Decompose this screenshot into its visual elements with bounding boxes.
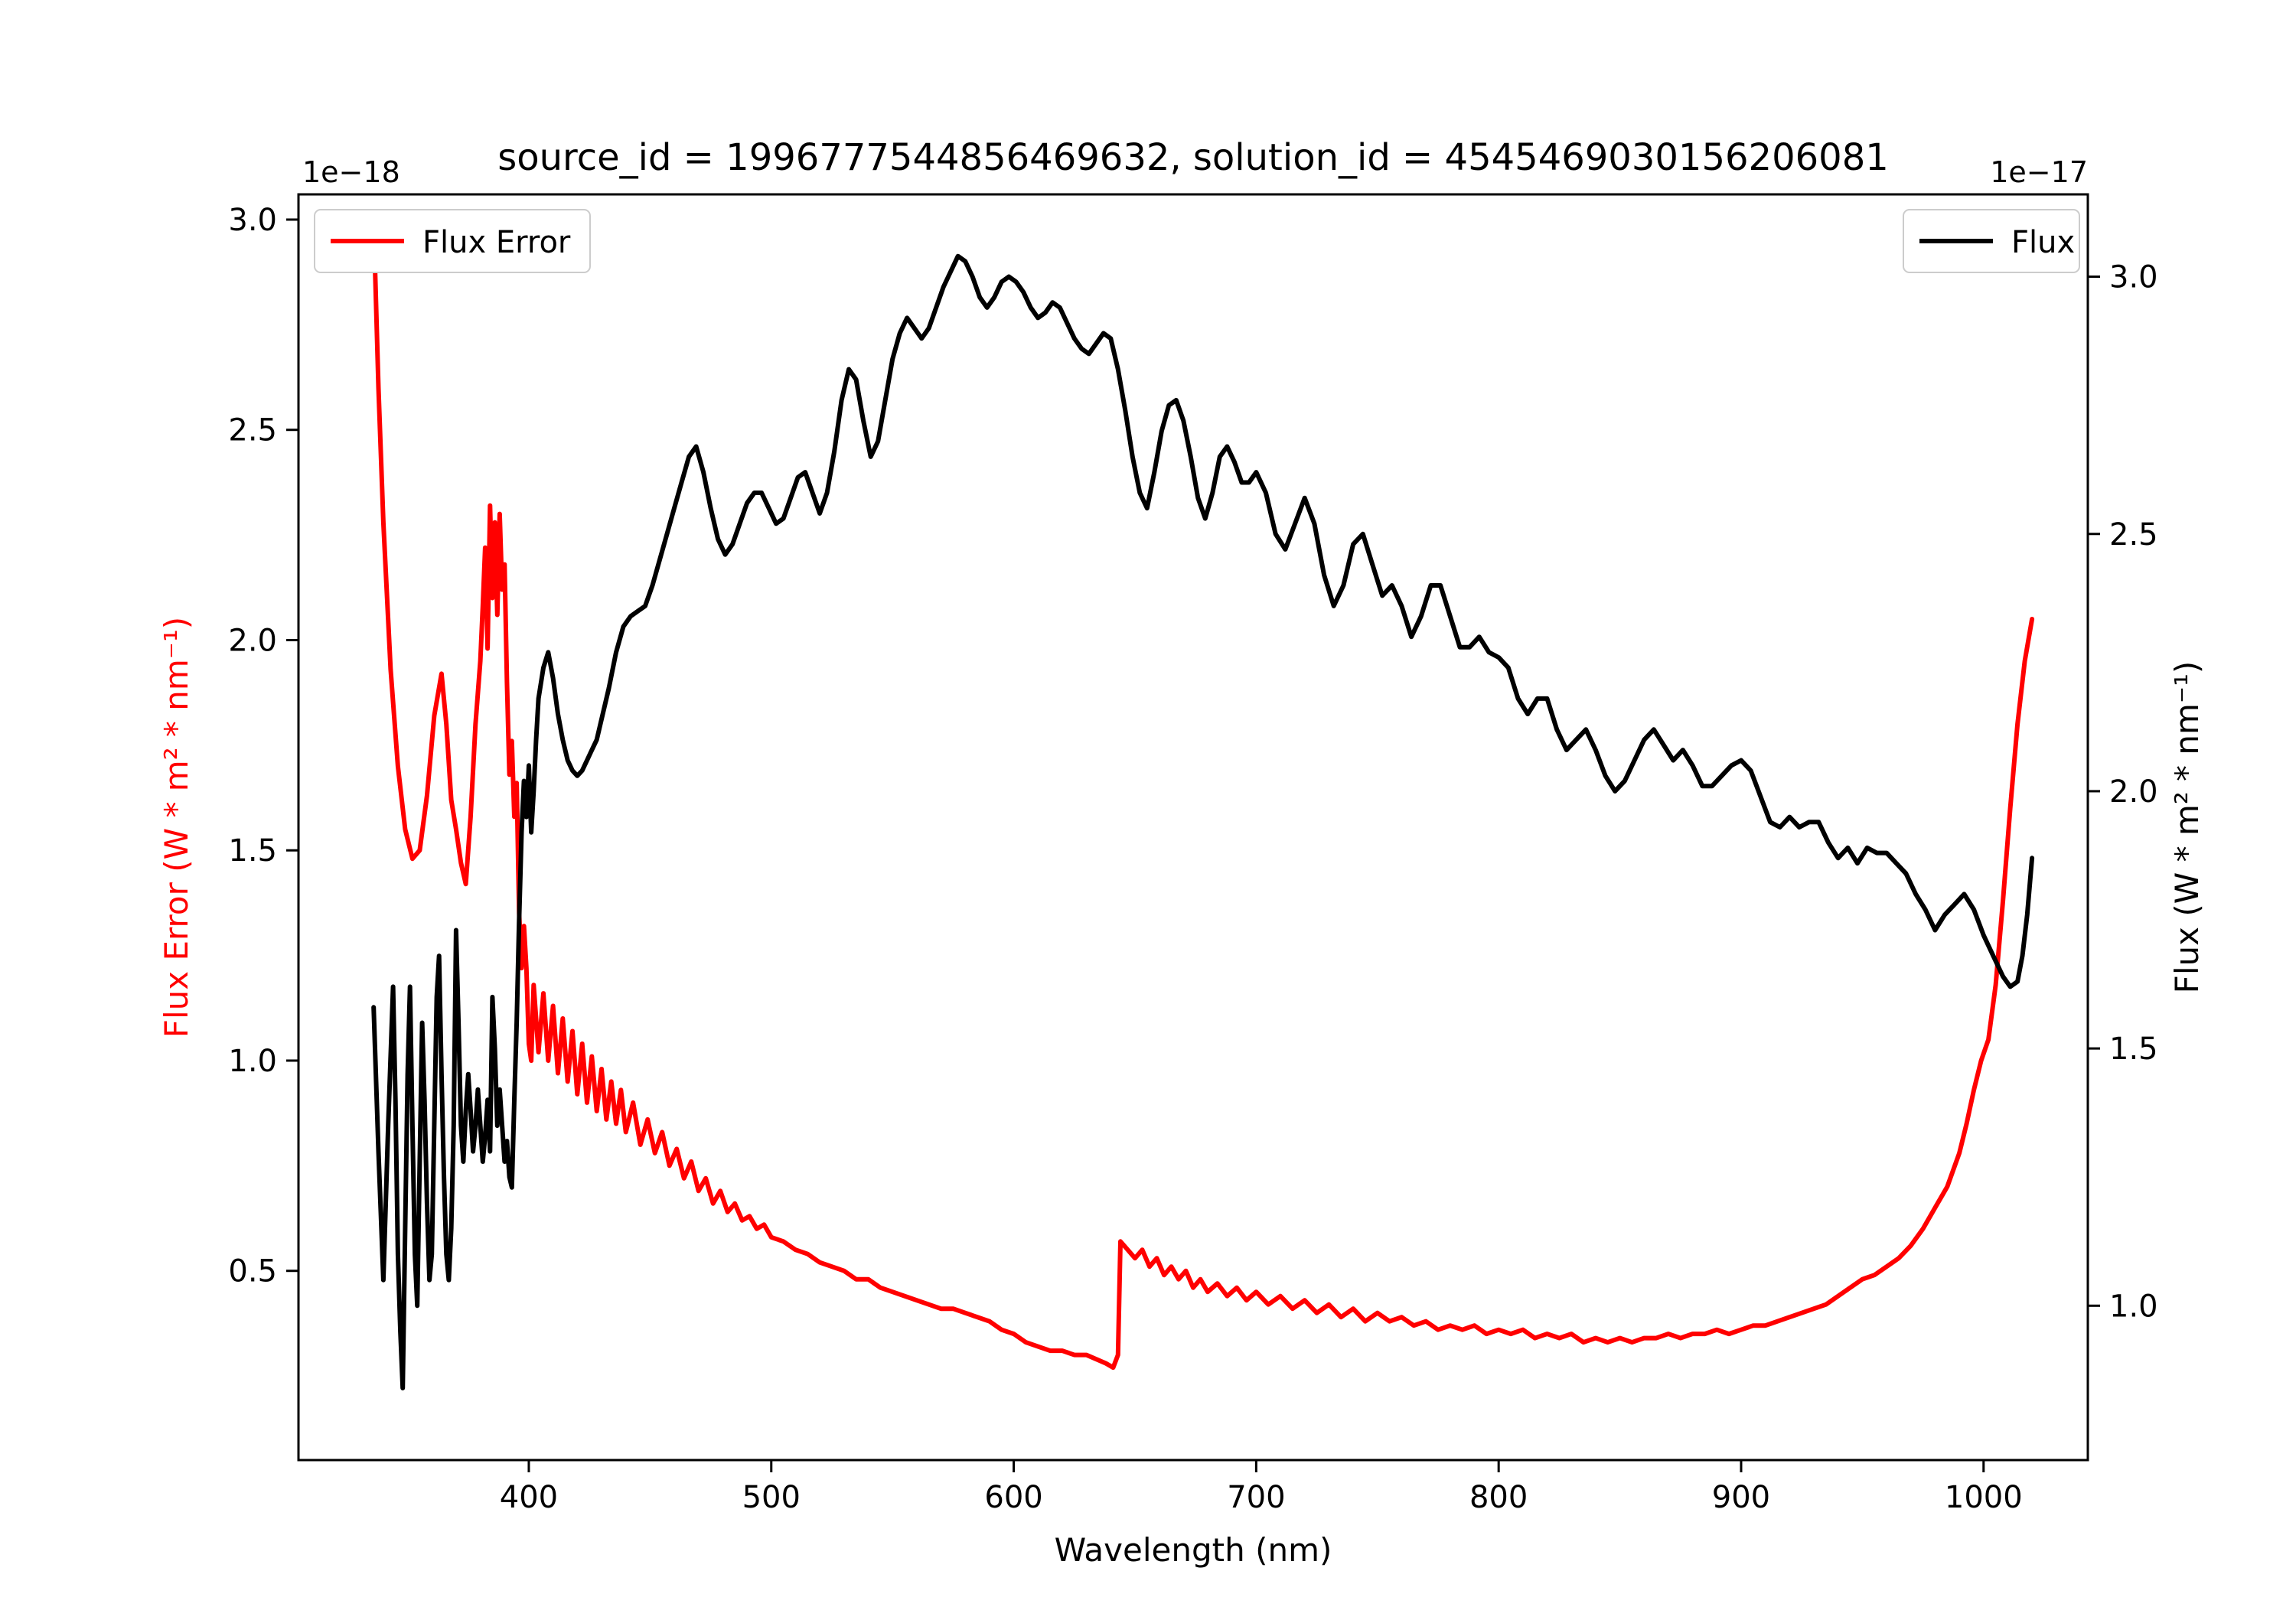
left-y-axis-label: Flux Error (W * m² * nm⁻¹) (158, 617, 195, 1038)
ticks-layer: 400 500 600 700 800 900 1000 0.5 1.0 1.5 2.0 2.5 3.0… (228, 203, 2157, 1515)
right-y-axis-label: Flux (W * m² * nm⁻¹) (2168, 661, 2206, 994)
plot-title: source_id = 1996777544856469632, solutio… (497, 136, 1889, 179)
right-y-tick-label: 1.0 (2109, 1289, 2158, 1324)
plot-area (298, 194, 2088, 1460)
left-y-tick-label: 1.5 (228, 833, 277, 869)
left-y-tick-label: 2.5 (228, 413, 277, 448)
x-tick-label: 900 (1712, 1480, 1770, 1515)
right-y-tick-label: 2.5 (2109, 517, 2158, 553)
x-tick-label: 800 (1469, 1480, 1528, 1515)
left-axis-offset-label: 1e−18 (302, 155, 400, 189)
right-y-tick-label: 2.0 (2109, 774, 2158, 810)
left-y-tick-label: 2.0 (228, 623, 277, 658)
x-tick-label: 500 (742, 1480, 801, 1515)
right-axis-offset-label: 1e−17 (1990, 155, 2088, 189)
legend-flux-label: Flux (2011, 225, 2075, 260)
axes-spines (297, 193, 2089, 1462)
legend-flux-error-label: Flux Error (422, 225, 571, 260)
series-line-flux-error (371, 217, 2035, 1371)
left-y-tick-label: 1.0 (228, 1044, 277, 1079)
x-tick-label: 400 (500, 1480, 558, 1515)
left-y-tick-label: 0.5 (228, 1254, 277, 1289)
series-lines-layer (371, 217, 2035, 1390)
x-tick-label: 1000 (1945, 1480, 2023, 1515)
series-line-flux (371, 253, 2035, 1390)
x-tick-label: 700 (1227, 1480, 1285, 1515)
legend-flux: Flux (1903, 209, 2080, 273)
x-tick-label: 600 (984, 1480, 1042, 1515)
legend-flux-error-box (314, 209, 591, 273)
x-axis-label: Wavelength (nm) (1055, 1531, 1332, 1569)
right-y-tick-label: 3.0 (2109, 260, 2158, 295)
left-y-tick-label: 3.0 (228, 203, 277, 238)
legend-flux-error: Flux Error (314, 209, 591, 273)
right-y-tick-label: 1.5 (2109, 1032, 2158, 1067)
